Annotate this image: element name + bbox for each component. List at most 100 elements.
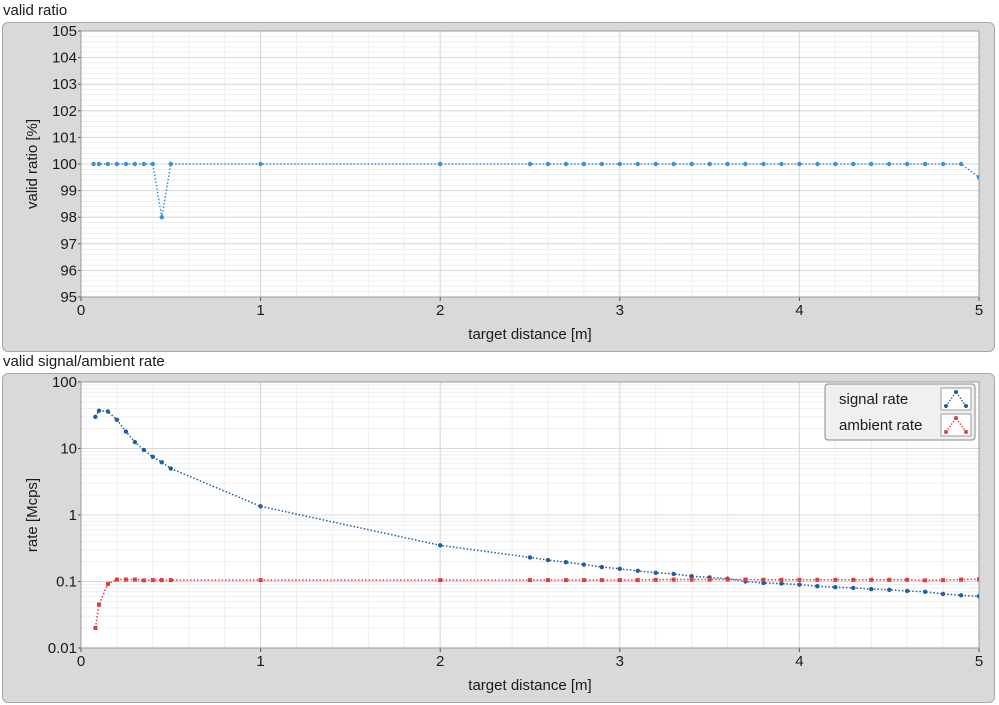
chart1-data-point — [123, 161, 129, 167]
chart2-data-point — [150, 578, 155, 583]
chart2-data-point — [851, 577, 856, 582]
chart2-data-point — [93, 625, 98, 630]
chart2-x-tick-label: 1 — [256, 653, 264, 670]
chart2-y-tick-label: 0.1 — [56, 574, 77, 591]
chart1-data-point — [922, 161, 928, 167]
chart1-data-point — [545, 161, 551, 167]
chart2-x-tick-label: 3 — [616, 653, 624, 670]
chart2-y-tick-label: 10 — [60, 441, 77, 458]
chart2-data-point — [815, 577, 820, 582]
chart1-y-tick-label: 98 — [60, 209, 77, 226]
chart2-data-point — [114, 577, 119, 582]
chart2-data-point — [105, 581, 110, 586]
chart1-data-point — [761, 161, 766, 167]
chart2-data-point — [114, 417, 120, 423]
chart2-data-point — [833, 577, 838, 582]
chart1-data-point — [869, 161, 874, 167]
chart2-data-point — [528, 578, 532, 583]
chart1-series-0 — [91, 161, 979, 220]
chart1-y-tick-label: 99 — [60, 183, 77, 200]
chart2-data-point — [563, 578, 568, 583]
chart1-data-point — [105, 161, 111, 167]
chart1-y-tick-label: 104 — [52, 50, 77, 67]
chart2-data-point — [941, 578, 946, 583]
chart2-data-point — [635, 578, 640, 583]
chart2-data-point — [141, 578, 146, 583]
chart1-data-point — [958, 161, 964, 167]
chart1-x-tick-label: 4 — [795, 302, 803, 319]
chart2-data-point — [132, 577, 137, 582]
chart2-data-point — [689, 577, 694, 582]
chart2-data-point — [617, 578, 622, 583]
chart1-x-tick-label: 1 — [256, 302, 264, 319]
chart2-x-tick-label: 5 — [975, 653, 983, 670]
chart1-x-tick-label: 0 — [77, 302, 85, 319]
chart2-data-point — [940, 591, 946, 597]
chart2-data-point — [545, 578, 550, 583]
chart2-data-point — [599, 564, 605, 570]
chart2-data-point — [725, 577, 730, 582]
chart2-data-point — [438, 543, 443, 548]
chart2-data-point — [977, 577, 979, 582]
chart1-y-tick-label: 101 — [52, 129, 77, 146]
chart2-y-tick-label: 0.01 — [48, 640, 77, 657]
chart1-data-point — [91, 161, 96, 167]
chart1-data-point — [617, 161, 622, 167]
chart2-data-point — [761, 580, 766, 586]
chart2-panel: 0 1 2 3 4 5 0.01 0.1 1 10 100 target distance [m] ra… — [2, 373, 995, 703]
chart1-data-point — [743, 161, 748, 167]
chart2-legend-box — [824, 383, 976, 441]
chart2-y-tick-label: 1 — [69, 507, 77, 524]
chart1-data-point — [815, 161, 820, 167]
chart2-legend-swatch-marker — [954, 416, 958, 420]
chart1-data-point — [851, 161, 856, 167]
chart1-x-axis-title: target distance [m] — [468, 326, 591, 343]
chart1-data-point — [581, 161, 587, 167]
chart2-data-point — [545, 557, 551, 563]
chart1-plot[interactable]: 0 1 2 3 4 5 95 96 97 98 99 100 101 102 103 104 105 target… — [3, 23, 996, 353]
chart2-data-point — [779, 577, 784, 582]
chart2-x-tick-label: 4 — [795, 653, 803, 670]
chart2-data-point — [869, 577, 874, 582]
chart2-data-point — [105, 409, 111, 414]
chart2-data-point — [132, 439, 138, 445]
chart1-x-tick-label: 3 — [616, 302, 624, 319]
chart2-data-point — [159, 578, 164, 583]
chart2-data-point — [563, 560, 569, 565]
chart2-data-point — [797, 582, 802, 587]
chart1-data-point — [114, 161, 120, 167]
chart1-data-point — [779, 161, 784, 167]
chart2-legend-swatch — [940, 387, 972, 411]
chart1-data-point — [159, 215, 165, 220]
chart2-legend-swatch-marker — [954, 390, 958, 394]
chart1-panel-title: valid ratio — [3, 2, 68, 19]
chart2-data-point — [93, 414, 98, 419]
chart2-data-point — [258, 578, 263, 583]
chart1-panel: 0 1 2 3 4 5 95 96 97 98 99 100 101 102 103 104 105 target… — [2, 22, 995, 352]
chart2-plot[interactable]: 0 1 2 3 4 5 0.01 0.1 1 10 100 target distance [m] ra… — [3, 374, 996, 704]
chart2-legend[interactable]: signal rate ambient rate — [824, 383, 976, 441]
chart2-legend-swatch-marker — [964, 404, 968, 408]
chart2-data-point — [168, 466, 173, 471]
chart1-y-tick-label: 95 — [60, 289, 77, 306]
chart2-data-point — [815, 583, 820, 589]
chart1-data-point — [653, 161, 658, 167]
chart2-data-point — [123, 577, 128, 582]
chart1-data-point — [725, 161, 730, 167]
chart1-x-tick-label: 5 — [975, 302, 983, 319]
chart1-data-point — [689, 161, 694, 167]
chart1-data-point — [904, 161, 910, 167]
chart2-data-point — [581, 578, 586, 583]
chart2-legend-swatch-marker — [944, 430, 948, 434]
chart1-data-point — [132, 161, 138, 167]
chart2-data-point — [869, 586, 874, 592]
chart1-x-tick-label: 2 — [436, 302, 444, 319]
chart1-data-point — [150, 161, 156, 167]
chart2-legend-label: signal rate — [839, 391, 908, 408]
chart1-data-point — [976, 175, 979, 180]
chart2-data-point — [833, 585, 838, 590]
chart1-y-tick-label: 103 — [52, 76, 77, 93]
chart2-data-point — [527, 555, 533, 560]
chart2-data-point — [671, 577, 676, 582]
chart2-x-tick-label: 0 — [77, 653, 85, 670]
